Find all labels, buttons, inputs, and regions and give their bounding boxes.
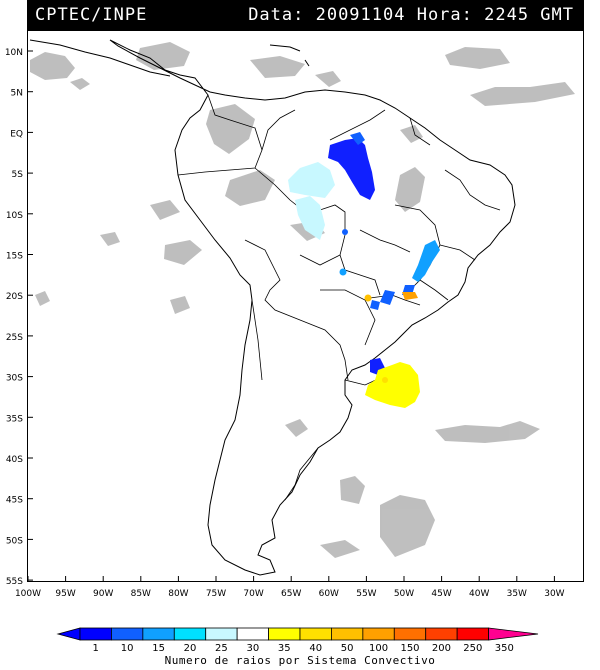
colorbar-tick-label: 1	[93, 643, 99, 654]
colorbar-tick-label: 25	[215, 643, 228, 654]
lon-tick-label: 40W	[469, 589, 489, 599]
lat-tick-label: 35S	[6, 414, 23, 424]
colorbar-arrow-right	[488, 627, 539, 641]
lat-tick-label: 20S	[6, 292, 23, 302]
coastlines	[29, 39, 516, 576]
colorbar-tick-label: 350	[495, 643, 514, 654]
colorbar-tick-label: 30	[246, 643, 259, 654]
lon-tick-label: 50W	[394, 589, 414, 599]
lon-tick-label: 100W	[15, 589, 41, 599]
colorbar-segment	[299, 627, 332, 641]
timestamp-label: Data: 20091104 Hora: 2245 GMT	[248, 5, 574, 25]
colorbar-segment	[393, 627, 427, 641]
lat-tick-label: 40S	[6, 455, 23, 465]
colorbar-tick-label: 10	[121, 643, 134, 654]
cloud-cover	[30, 42, 575, 558]
colorbar-segment	[456, 627, 489, 641]
colorbar-tick-label: 250	[463, 643, 482, 654]
colorbar-segment	[79, 627, 112, 641]
colorbar-arrow-left	[56, 627, 81, 641]
colorbar-segment	[205, 627, 238, 641]
colorbar-segment	[142, 627, 175, 641]
lat-tick-label: 10S	[6, 211, 23, 221]
lat-tick-label: 55S	[6, 577, 23, 587]
colorbar-tick-label: 150	[400, 643, 419, 654]
lon-tick-label: 60W	[319, 589, 339, 599]
latitude-axis: 10N 5N EQ 5S 10S 15S 20S 25S 30S 35S 40S 45S 50S 55S	[5, 48, 33, 587]
lon-tick-label: 45W	[431, 589, 451, 599]
lat-tick-label: 5N	[11, 89, 23, 99]
lat-tick-label: 5S	[12, 170, 24, 180]
colorbar-tick-label: 100	[369, 643, 388, 654]
colorbar-segment	[236, 627, 269, 641]
lon-tick-label: 90W	[93, 589, 113, 599]
title-bar: CPTEC/INPE Data: 20091104 Hora: 2245 GMT	[27, 0, 584, 30]
lon-tick-label: 35W	[507, 589, 527, 599]
lat-tick-label: 50S	[6, 536, 23, 546]
lightning-cells	[288, 132, 440, 408]
lat-tick-label: 10N	[5, 48, 23, 58]
lon-tick-label: 95W	[55, 589, 75, 599]
colorbar-segment	[425, 627, 458, 641]
lat-tick-label: 45S	[6, 496, 23, 506]
lat-tick-label: EQ	[10, 129, 23, 139]
colorbar-tick-label: 200	[432, 643, 451, 654]
lat-tick-label: 25S	[6, 333, 23, 343]
lon-tick-label: 70W	[243, 589, 263, 599]
lon-tick-label: 55W	[356, 589, 376, 599]
source-label: CPTEC/INPE	[35, 5, 148, 25]
lon-tick-label: 65W	[281, 589, 301, 599]
map-frame	[27, 30, 584, 582]
colorbar-tick-label: 35	[278, 643, 291, 654]
colorbar-segment	[268, 627, 301, 641]
colorbar-tick-label: 50	[341, 643, 354, 654]
colorbar: 1 10 15 20 25 30 35 40 50 100 150 200 250 350	[56, 627, 539, 654]
map-content	[29, 39, 575, 576]
colorbar-segment	[331, 627, 364, 641]
longitude-axis: 100W 95W 90W 85W 80W 75W 70W 65W 60W 55W 50W 45W 40W…	[15, 576, 565, 599]
lon-tick-label: 85W	[131, 589, 151, 599]
lat-tick-label: 15S	[6, 252, 23, 262]
colorbar-segment	[362, 627, 395, 641]
country-borders	[177, 94, 501, 501]
colorbar-segment	[111, 627, 144, 641]
lon-tick-label: 80W	[168, 589, 188, 599]
lon-tick-label: 75W	[206, 589, 226, 599]
colorbar-tick-label: 40	[309, 643, 322, 654]
colorbar-caption: Numero de raios por Sistema Convectivo	[164, 654, 436, 667]
lon-tick-label: 30W	[544, 589, 564, 599]
colorbar-tick-label: 15	[152, 643, 165, 654]
colorbar-segment	[173, 627, 207, 641]
colorbar-tick-label: 20	[184, 643, 197, 654]
lat-tick-label: 30S	[6, 374, 23, 384]
